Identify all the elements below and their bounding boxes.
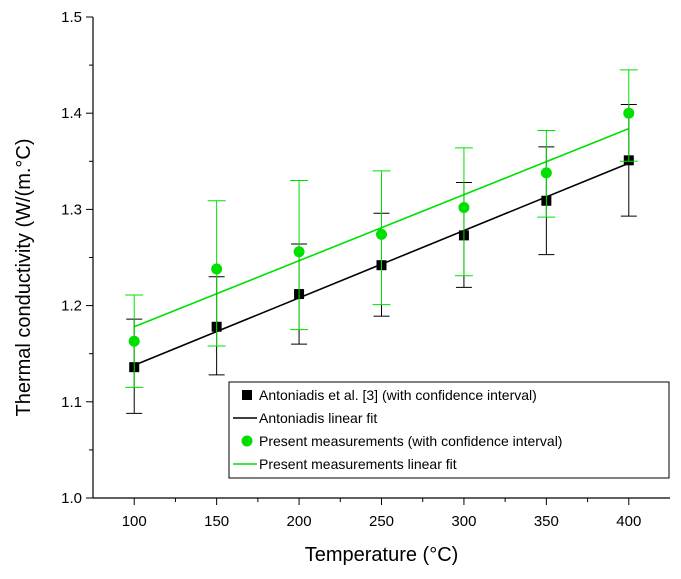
x-tick-label: 250 [369,513,394,530]
y-tick-label: 1.0 [61,490,82,507]
legend-circle-swatch [241,435,253,447]
data-point-circle [293,246,305,258]
x-tick-label: 200 [287,513,312,530]
legend: Antoniadis et al. [3] (with confidence i… [228,381,670,479]
plot-area [125,69,638,414]
data-point-circle [376,228,387,240]
legend-label: Antoniadis linear fit [259,410,377,426]
data-point-circle [540,167,552,179]
x-tick-label: 350 [534,513,559,530]
legend-label: Present measurements (with confidence in… [259,433,562,449]
legend-box [228,381,670,479]
y-tick-label: 1.1 [61,394,82,411]
data-point-circle [623,107,635,119]
y-axis-title: Thermal conductivity (W/(m.°C) [13,138,35,416]
x-tick-label: 100 [122,513,147,530]
axes: 100 150 200 250 300 350 400 1.0 1.1 1.2 1.3 1.4 1.5 [61,9,670,530]
data-point-circle [128,335,140,347]
x-axis-title: Temperature (°C) [305,544,459,566]
x-tick-label: 400 [616,513,641,530]
y-tick-label: 1.2 [61,298,82,315]
legend-label: Present measurements linear fit [259,456,457,472]
legend-label: Antoniadis et al. [3] (with confidence i… [259,387,537,403]
data-point-circle [458,201,470,213]
y-tick-label: 1.3 [61,201,82,218]
y-tick-label: 1.4 [61,105,82,122]
legend-square-swatch [242,390,252,400]
y-tick-label: 1.5 [61,9,82,26]
x-tick-label: 150 [204,513,229,530]
x-tick-label: 300 [451,513,476,530]
data-point-circle [211,263,223,275]
